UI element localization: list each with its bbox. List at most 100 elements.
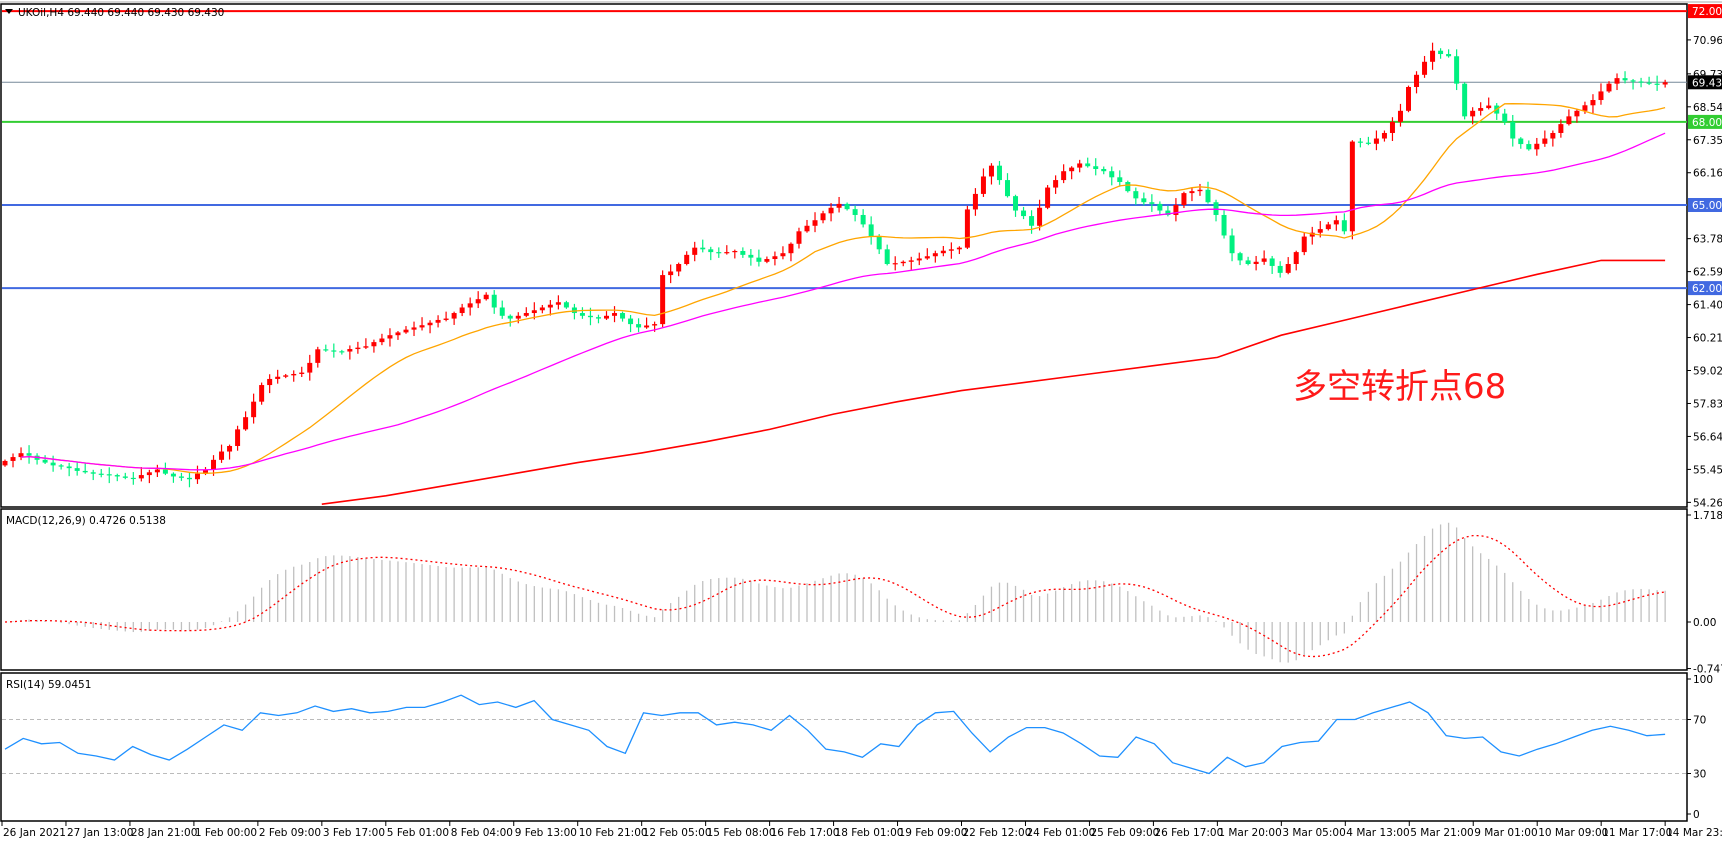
- candle-bull: [211, 459, 217, 470]
- candle-bull: [18, 453, 24, 458]
- candle-bear: [42, 459, 48, 463]
- time-axis-label: 14 Mar 23:00: [1666, 827, 1722, 839]
- candle-bull: [443, 318, 449, 320]
- level-tag: [1688, 198, 1722, 212]
- price-axis-label: 59.025: [1693, 366, 1722, 378]
- candle-bull: [772, 256, 778, 260]
- price-axis-label: 60.215: [1693, 333, 1722, 345]
- price-axis-label: 67.355: [1693, 135, 1722, 147]
- candle-bull: [547, 304, 553, 308]
- candle-bull: [539, 307, 545, 311]
- time-axis-label: 10 Feb 21:00: [579, 827, 648, 839]
- candle-bear: [996, 165, 1002, 181]
- candle-bear: [1630, 80, 1636, 82]
- candle-bull: [668, 271, 674, 276]
- candle-bear: [571, 307, 577, 314]
- collapse-triangle-icon[interactable]: [5, 9, 13, 14]
- price-axis-label: 56.645: [1693, 431, 1722, 443]
- candle-bull: [1397, 110, 1403, 122]
- level-tag-label: 62.000: [1692, 283, 1722, 295]
- time-axis-label: 5 Mar 21:00: [1410, 827, 1473, 839]
- time-axis-label: 26 Jan 2021: [3, 827, 66, 839]
- time-axis-label: 16 Feb 17:00: [771, 827, 840, 839]
- candle-bull: [980, 176, 986, 194]
- rsi-pane[interactable]: [2, 694, 1687, 775]
- candle-bear: [587, 315, 593, 318]
- level-tag-label: 65.000: [1692, 200, 1722, 212]
- candle-bear: [628, 318, 634, 325]
- candle-bear: [876, 236, 882, 250]
- candle-bull: [291, 373, 297, 376]
- candle-bull: [267, 378, 273, 386]
- time-axis-label: 22 Feb 12:00: [963, 827, 1032, 839]
- candle-bull: [146, 472, 152, 476]
- candle-bear: [1438, 50, 1444, 55]
- candle-bull: [1293, 252, 1299, 265]
- candle-bull: [467, 303, 473, 308]
- candle-bull: [1069, 167, 1075, 172]
- candle-bull: [1550, 132, 1556, 139]
- macd-signal-line: [4, 534, 1666, 658]
- level-tag: [1688, 4, 1722, 19]
- candle-bull: [315, 349, 321, 363]
- candle-bull: [1261, 258, 1267, 262]
- candle-bull: [1606, 83, 1612, 92]
- price-axis-label: 68.545: [1693, 102, 1722, 114]
- candle-bull: [1574, 110, 1580, 117]
- time-axis-label: 4 Mar 13:00: [1346, 827, 1409, 839]
- candle-bull: [804, 225, 810, 232]
- candle-bear: [130, 477, 136, 480]
- candle-bear: [90, 472, 96, 474]
- candle-bull: [940, 250, 946, 254]
- candle-bull: [1037, 207, 1043, 226]
- macd-pane-frame: [0, 508, 1688, 671]
- macd-pane[interactable]: [4, 522, 1666, 663]
- candle-bull: [435, 319, 441, 323]
- macd-info: MACD(12,26,9) 0.4726 0.5138: [6, 515, 166, 527]
- candle-bull: [660, 275, 666, 325]
- candle-bear: [579, 313, 585, 316]
- price-pane-frame: [0, 3, 1688, 508]
- candle-bear: [1029, 216, 1035, 226]
- candle-bear: [1085, 163, 1091, 167]
- candle-bull: [395, 332, 401, 336]
- candle-bull: [355, 347, 361, 350]
- candle-bull: [1181, 193, 1187, 205]
- candle-bull: [924, 256, 930, 259]
- candle-bull: [259, 385, 265, 402]
- candle-bear: [178, 476, 184, 478]
- time-axis-label: 3 Feb 17:00: [323, 827, 385, 839]
- rsi-pane-frame: [0, 672, 1688, 822]
- rsi-line: [4, 694, 1666, 775]
- time-axis-label: 25 Feb 09:00: [1090, 827, 1159, 839]
- horizontal-levels[interactable]: 72.000 68.000 65.000 62.000 69.430: [2, 4, 1722, 296]
- axes: 70.960 69.735 68.545 67.355 66.165 63.785 62.5…: [1, 35, 1722, 839]
- candle-bear: [1357, 141, 1363, 143]
- candle-bear: [1277, 265, 1283, 273]
- candle-bull: [1582, 105, 1588, 111]
- candle-bear: [700, 247, 706, 250]
- candle-bear: [323, 349, 329, 351]
- time-axis-label: 1 Feb 00:00: [195, 827, 257, 839]
- candle-bull: [203, 469, 208, 474]
- candle-bull: [138, 475, 144, 479]
- candle-bear: [1638, 81, 1644, 83]
- candle-bear: [1622, 78, 1628, 81]
- candle-bull: [194, 473, 200, 480]
- candle-bull: [227, 445, 233, 452]
- candle-bull: [154, 469, 160, 473]
- candle-bull: [1325, 224, 1331, 230]
- candle-bear: [1510, 121, 1516, 139]
- candle-bull: [235, 429, 241, 446]
- candle-bull: [515, 315, 521, 319]
- candle-bear: [1365, 142, 1371, 144]
- candle-bull: [1478, 108, 1484, 111]
- candle-bear: [1245, 260, 1251, 265]
- candle-bull: [403, 329, 409, 333]
- candle-bear: [1341, 220, 1347, 232]
- candle-bull: [988, 165, 994, 177]
- candle-bull: [1197, 189, 1203, 192]
- candle-bear: [852, 209, 858, 215]
